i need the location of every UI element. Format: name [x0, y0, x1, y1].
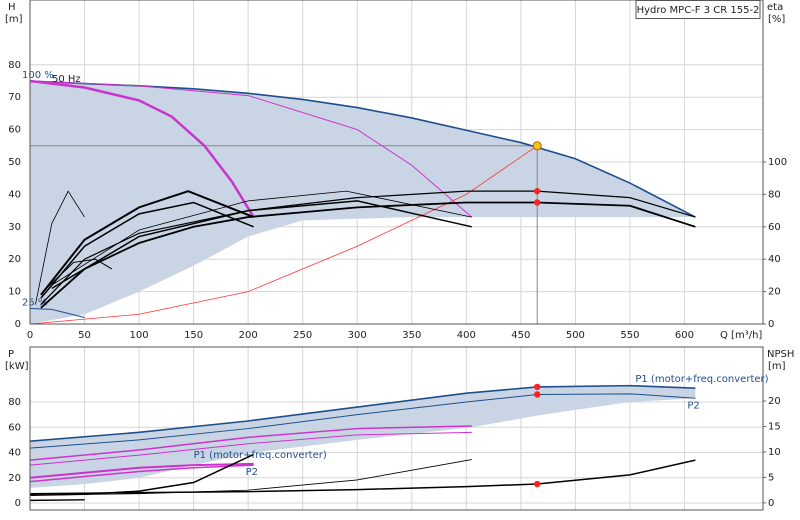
- y2-tick-label: 20: [768, 396, 781, 407]
- curve: [29, 462, 254, 479]
- curve: [29, 431, 472, 466]
- operating-point: [532, 141, 542, 151]
- operating-point: [534, 480, 541, 488]
- y-tick-label: 80: [8, 397, 21, 408]
- series-label: P1 (motor+freq.converter): [194, 450, 327, 461]
- curve: [29, 393, 696, 449]
- operating-point: [534, 391, 541, 398]
- y-tick-label: 20: [8, 473, 21, 484]
- y-axis-unit: [m]: [5, 14, 23, 25]
- x-tick-label: 600: [675, 330, 694, 341]
- curve: [40, 190, 696, 305]
- operating-area: [30, 385, 696, 488]
- y-tick-label: 10: [8, 287, 21, 298]
- x-tick-label: 350: [402, 330, 421, 341]
- x-tick-label: 400: [457, 330, 476, 341]
- y2-tick-label: 80: [768, 189, 781, 200]
- x-tick-label: 200: [239, 330, 258, 341]
- x-tick-label: 500: [566, 330, 585, 341]
- y2-axis-label: eta: [767, 2, 783, 13]
- y-tick-label: 40: [8, 189, 21, 200]
- plot-frame: [29, 0, 764, 325]
- y2-tick-label: 100: [768, 157, 787, 168]
- y2-tick-label: 15: [768, 421, 781, 432]
- y2-tick-label: 5: [768, 472, 774, 483]
- curve: [29, 459, 472, 496]
- plot-frame: [29, 346, 764, 511]
- y-tick-label: 70: [8, 92, 21, 103]
- y-tick-label: 20: [8, 254, 21, 265]
- operating-point: [534, 383, 541, 391]
- series-label: 100 %: [22, 70, 54, 81]
- curve: [40, 201, 696, 309]
- x-tick-label: 150: [184, 330, 203, 341]
- y2-tick-label: 60: [768, 222, 781, 233]
- curve: [29, 384, 696, 442]
- y-tick-label: 0: [15, 498, 21, 509]
- x-tick-label: 0: [27, 330, 33, 341]
- curve: [29, 453, 254, 496]
- curve: [51, 200, 472, 290]
- annotation: 50 Hz: [52, 74, 81, 85]
- x-tick-label: 50: [78, 330, 91, 341]
- curve: [29, 499, 85, 502]
- y2-tick-label: 40: [768, 254, 781, 265]
- curve: [46, 258, 113, 289]
- x-tick-label: 450: [511, 330, 530, 341]
- y-axis-label: P: [8, 349, 14, 360]
- y-axis-label: H: [8, 2, 16, 13]
- curve: [29, 79, 255, 218]
- x-tick-label: 550: [620, 330, 639, 341]
- curve: [51, 190, 472, 286]
- curve: [29, 307, 85, 319]
- y-tick-label: 60: [8, 422, 21, 433]
- y2-axis-label: NPSH: [767, 349, 794, 360]
- y2-tick-label: 10: [768, 447, 781, 458]
- x-tick-label: 100: [130, 330, 149, 341]
- series-label: P1 (motor+freq.converter): [635, 374, 768, 385]
- series-label: 25 %: [22, 297, 47, 308]
- y2-axis-unit: [m]: [768, 361, 786, 372]
- y-tick-label: 50: [8, 157, 21, 168]
- x-tick-label: 250: [293, 330, 312, 341]
- y-tick-label: 0: [15, 319, 21, 330]
- curve: [29, 464, 254, 483]
- chart-title: Hydro MPC-F 3 CR 155-2: [637, 5, 760, 16]
- y-axis-unit: [kW]: [5, 361, 29, 372]
- y2-axis-unit: [%]: [768, 14, 785, 25]
- curve: [40, 201, 254, 299]
- y-tick-label: 60: [8, 125, 21, 136]
- operating-point: [534, 187, 541, 195]
- curve: [29, 145, 538, 325]
- y2-tick-label: 20: [768, 287, 781, 298]
- operating-point: [534, 199, 541, 206]
- x-axis-label: Q [m³/h]: [720, 330, 762, 341]
- curve: [35, 190, 85, 305]
- title-box: [635, 0, 761, 19]
- curve: [29, 459, 696, 495]
- curve: [29, 80, 473, 218]
- curve: [29, 425, 472, 461]
- y-tick-label: 30: [8, 222, 21, 233]
- y-tick-label: 40: [8, 448, 21, 459]
- y2-tick-label: 0: [768, 498, 774, 509]
- y-tick-label: 80: [8, 60, 21, 71]
- x-tick-label: 300: [348, 330, 367, 341]
- y2-tick-label: 0: [768, 319, 774, 330]
- series-label: P2: [687, 400, 699, 411]
- curve: [40, 190, 254, 296]
- series-label: P2: [246, 467, 258, 478]
